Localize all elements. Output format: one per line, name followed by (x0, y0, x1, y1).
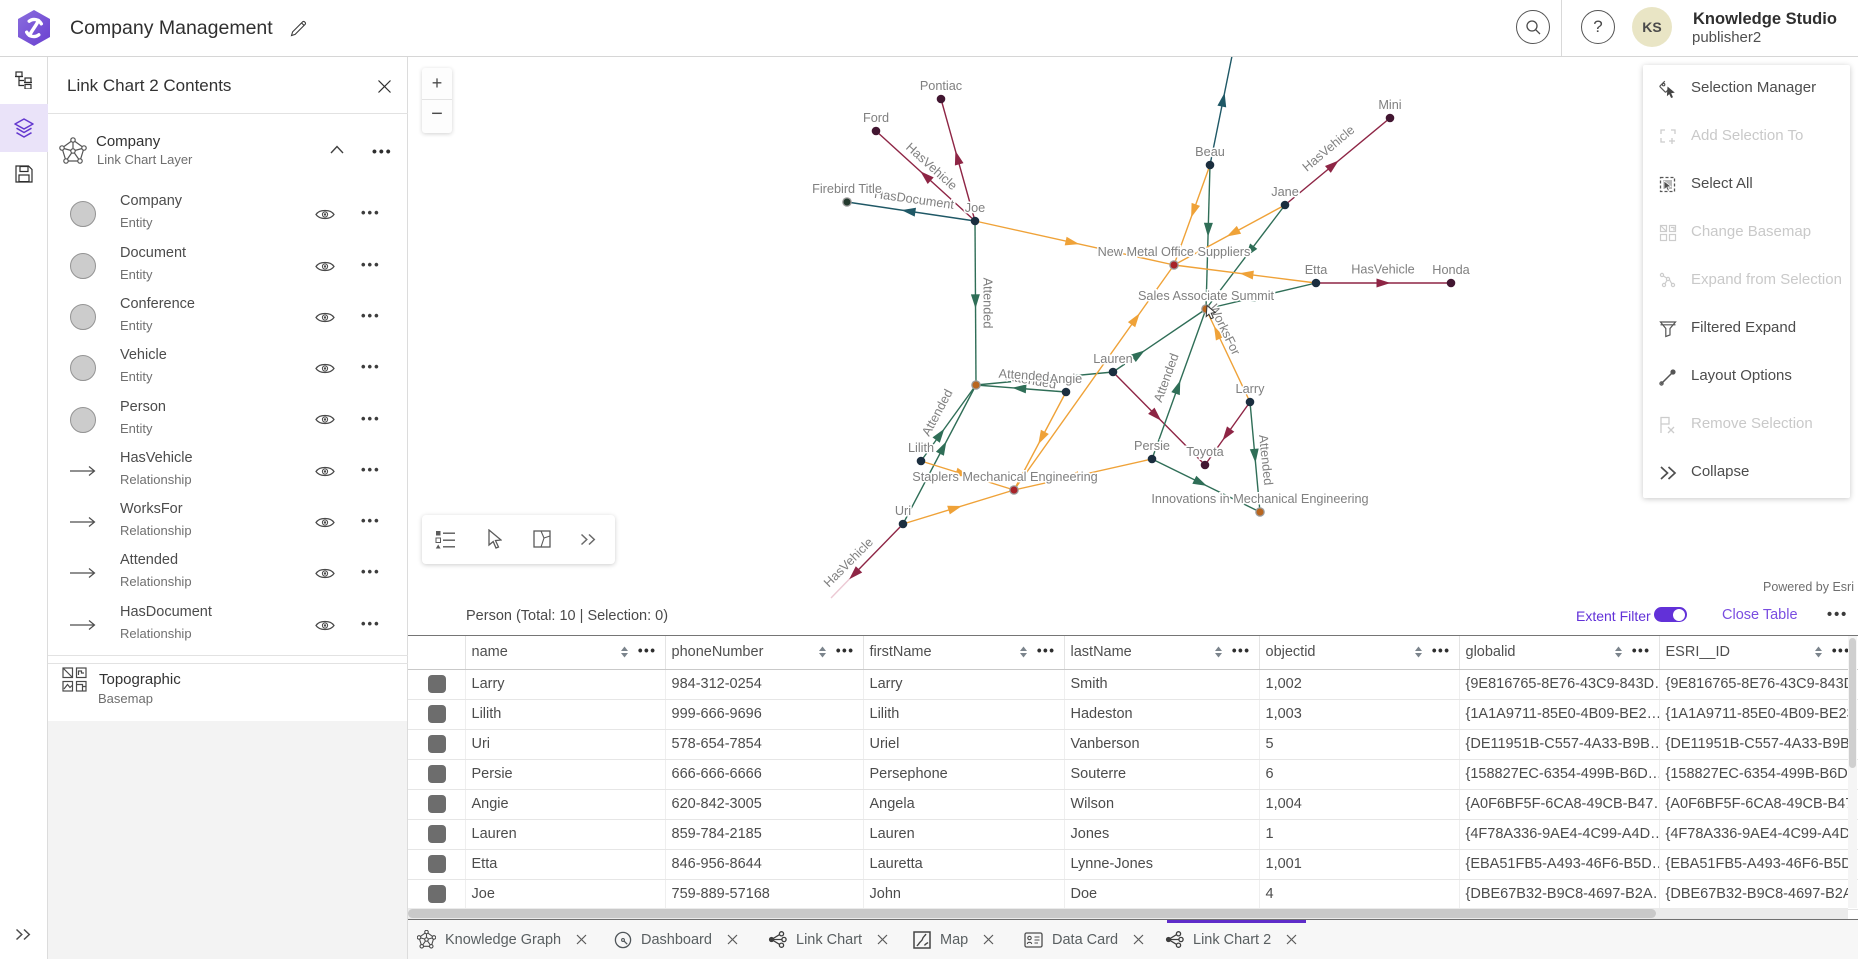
svg-text:Pontiac: Pontiac (920, 79, 963, 93)
svg-text:Lauren: Lauren (1093, 352, 1133, 366)
svg-text:Ford: Ford (863, 111, 889, 125)
svg-text:Uri: Uri (895, 504, 911, 518)
svg-text:Larry: Larry (1236, 382, 1266, 396)
svg-text:Staplers Mechanical Engineerin: Staplers Mechanical Engineering (912, 470, 1098, 484)
svg-text:New Metal Office Suppliers: New Metal Office Suppliers (1098, 245, 1251, 259)
svg-text:Lilith: Lilith (908, 441, 934, 455)
svg-text:Angie: Angie (1050, 372, 1082, 386)
svg-text:Attended: Attended (1256, 434, 1275, 486)
svg-text:HasVehicle: HasVehicle (1351, 262, 1414, 276)
svg-text:Jane: Jane (1271, 185, 1299, 199)
svg-text:Sales Associate Summit: Sales Associate Summit (1138, 289, 1275, 303)
svg-text:Attended: Attended (981, 278, 995, 329)
svg-text:Joe: Joe (965, 201, 985, 215)
svg-text:Mini: Mini (1378, 98, 1401, 112)
svg-text:Honda: Honda (1432, 263, 1470, 277)
svg-text:Persie: Persie (1134, 439, 1170, 453)
svg-text:Firebird Title: Firebird Title (812, 182, 882, 196)
svg-text:Etta: Etta (1305, 263, 1329, 277)
svg-text:Toyota: Toyota (1186, 445, 1224, 459)
svg-text:Innovations in Mechanical Engi: Innovations in Mechanical Engineering (1151, 492, 1368, 506)
svg-text:Beau: Beau (1195, 145, 1225, 159)
svg-text:Attended: Attended (998, 367, 1050, 385)
